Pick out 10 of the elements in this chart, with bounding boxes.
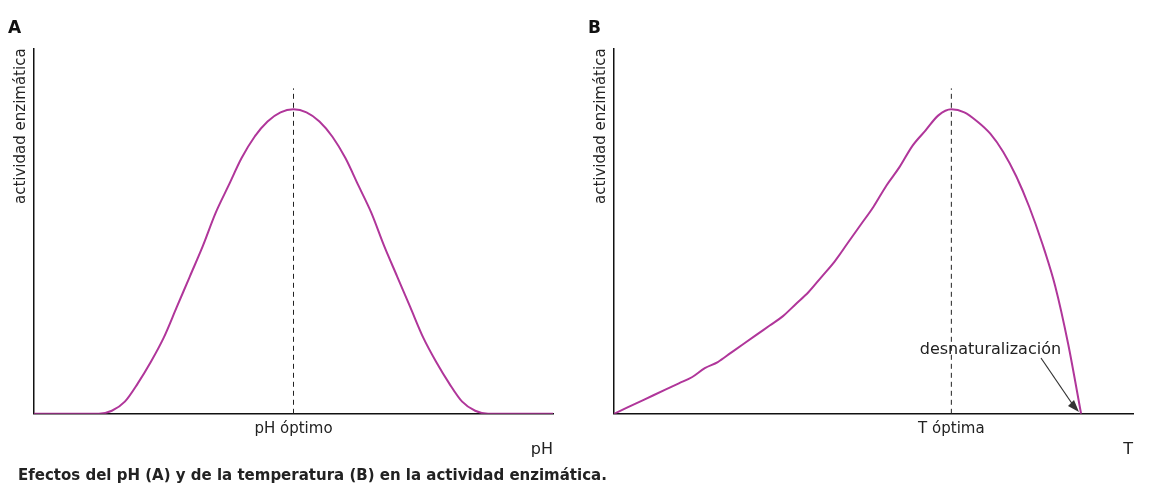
- x-axis-title: T: [1122, 438, 1134, 458]
- y-axis-title: actividad enzimática: [590, 48, 609, 205]
- chart-title: B: [588, 16, 601, 37]
- annotation: desnaturalización: [919, 338, 1062, 358]
- text: T óptima: [917, 419, 985, 438]
- y-axis-title: actividad enzimática: [10, 48, 29, 205]
- text: Efectos del pH (A) y de la temperatura (B) en la actividad enzimática.: [18, 466, 607, 484]
- chart-title: A: [8, 16, 22, 37]
- x-axis-title: pH: [530, 438, 553, 458]
- text: pH óptimo: [254, 419, 333, 438]
